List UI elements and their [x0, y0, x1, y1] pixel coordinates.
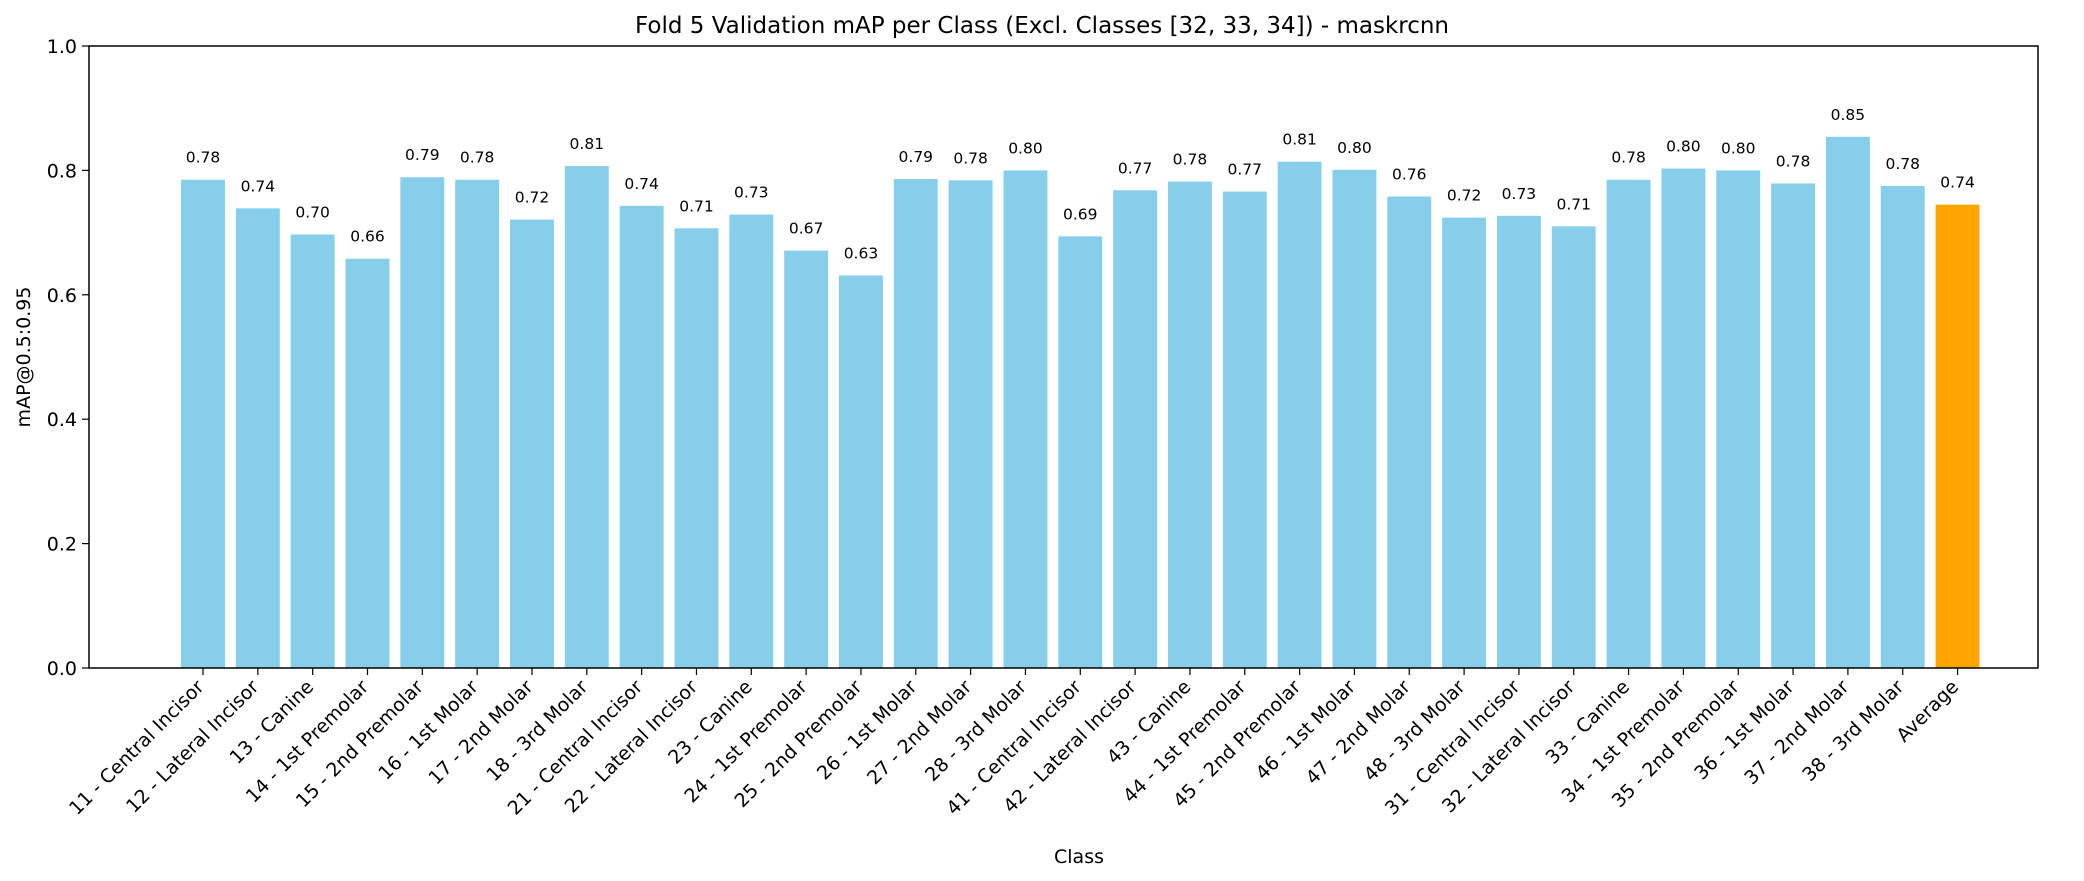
- value-label: 0.71: [1556, 195, 1591, 213]
- bar: [1167, 181, 1212, 668]
- value-label: 0.63: [844, 245, 879, 263]
- bar: [345, 258, 390, 668]
- value-label: 0.72: [515, 189, 550, 207]
- y-axis: 0.0 0.2 0.4 0.6 0.8 1.0: [47, 36, 89, 680]
- bar: [1606, 179, 1651, 669]
- bar: [1825, 136, 1870, 668]
- value-label: 0.78: [1611, 149, 1646, 167]
- y-tick-label: 0.2: [47, 534, 77, 556]
- value-label: 0.78: [953, 149, 988, 167]
- bar: [1880, 185, 1925, 668]
- bar: [1551, 226, 1596, 668]
- value-label: 0.78: [1173, 151, 1208, 169]
- bar: [784, 250, 829, 668]
- value-label: 0.78: [460, 149, 495, 167]
- bar: [400, 177, 445, 669]
- value-label: 0.80: [1337, 139, 1372, 157]
- bar: [564, 166, 609, 669]
- value-label: 0.74: [1940, 174, 1975, 192]
- value-label: 0.76: [1392, 166, 1427, 184]
- value-labels-group: 0.78 0.74 0.70 0.66 0.79 0.78 0.72 0.81 0.74 0.71…: [186, 106, 1975, 263]
- y-tick-label: 0.6: [47, 285, 77, 307]
- value-label: 0.72: [1447, 187, 1482, 205]
- value-label: 0.66: [350, 228, 385, 246]
- bar: [1387, 196, 1432, 668]
- y-tick-label: 0.8: [47, 160, 77, 182]
- bar: [1058, 236, 1103, 668]
- value-label: 0.79: [405, 146, 440, 164]
- value-label: 0.79: [899, 148, 934, 166]
- bar: [1661, 168, 1706, 668]
- y-tick-label: 1.0: [47, 36, 77, 58]
- value-label: 0.67: [789, 220, 824, 238]
- bar: [619, 205, 664, 668]
- value-label: 0.81: [1282, 131, 1317, 149]
- chart-title: Fold 5 Validation mAP per Class (Excl. C…: [635, 13, 1449, 39]
- value-label: 0.80: [1721, 139, 1756, 157]
- bar: [1496, 215, 1541, 668]
- bar: [181, 179, 225, 669]
- value-label: 0.77: [1118, 159, 1153, 177]
- value-label: 0.80: [1666, 138, 1701, 156]
- bar-average: [1935, 204, 1980, 669]
- value-label: 0.78: [1776, 152, 1811, 170]
- value-label: 0.70: [295, 203, 330, 221]
- bars-group: [181, 136, 1980, 669]
- x-axis-label: Class: [1054, 846, 1104, 868]
- bar: [1771, 183, 1816, 668]
- y-tick-label: 0.0: [47, 658, 77, 680]
- bar: [1222, 191, 1267, 669]
- value-label: 0.73: [1502, 185, 1537, 203]
- bar: [510, 219, 554, 669]
- bar: [1716, 170, 1761, 668]
- bar: [1332, 169, 1377, 668]
- bar: [455, 179, 500, 669]
- value-label: 0.71: [679, 197, 714, 215]
- bar: [839, 275, 883, 668]
- value-label: 0.74: [624, 175, 659, 193]
- value-label: 0.74: [241, 177, 276, 195]
- value-label: 0.78: [1885, 155, 1920, 173]
- value-label: 0.77: [1228, 161, 1263, 179]
- plot-frame: [88, 45, 2039, 669]
- value-label: 0.80: [1008, 139, 1043, 157]
- value-label: 0.73: [734, 184, 769, 202]
- bar: [1113, 190, 1158, 669]
- bar: [1277, 161, 1322, 668]
- y-tick-label: 0.4: [47, 409, 77, 431]
- value-label: 0.69: [1063, 205, 1098, 223]
- bar: [1003, 170, 1048, 668]
- bar: [1442, 217, 1487, 669]
- bar: [893, 179, 938, 669]
- y-axis-label: mAP@0.5:0.95: [13, 287, 35, 428]
- value-label: 0.81: [570, 135, 605, 153]
- bar: [235, 208, 280, 668]
- value-label: 0.78: [186, 149, 221, 167]
- bar: [290, 234, 335, 668]
- bar: [674, 228, 719, 668]
- bar: [729, 214, 774, 668]
- bar: [948, 180, 993, 668]
- value-label: 0.85: [1831, 106, 1866, 124]
